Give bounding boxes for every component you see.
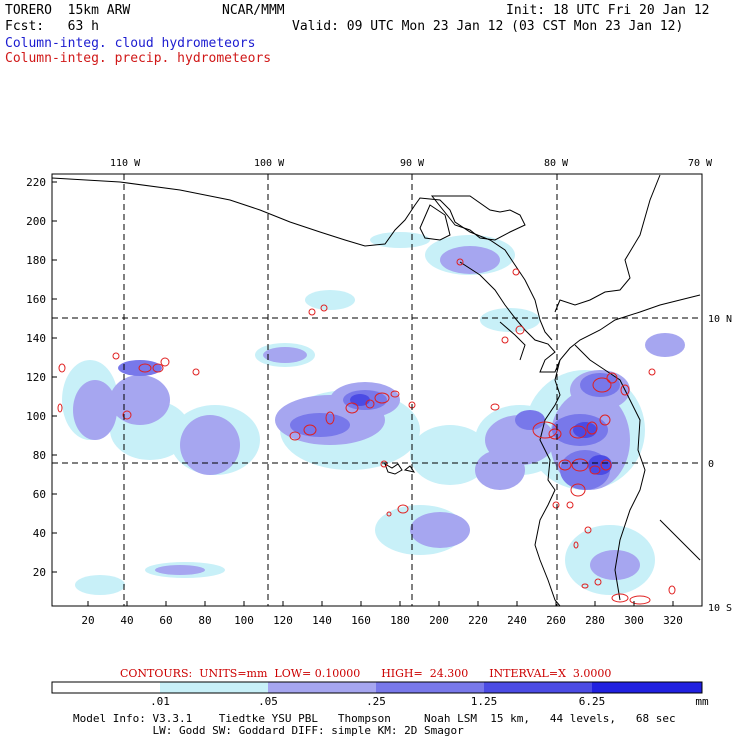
- y-tick-label: 120: [26, 371, 46, 384]
- y-tick-label: 100: [26, 410, 46, 423]
- x-tick-label: 200: [429, 614, 449, 627]
- colorbar-label: .05: [258, 695, 278, 708]
- x-tick-label: 240: [507, 614, 527, 627]
- x-tick-label: 320: [663, 614, 683, 627]
- lon-label-100w: 100 W: [254, 158, 285, 169]
- x-tick-label: 60: [159, 614, 172, 627]
- lat-label-0: 0: [708, 459, 714, 470]
- y-tick-label: 160: [26, 293, 46, 306]
- graticule: [52, 174, 702, 606]
- x-tick-label: 160: [351, 614, 371, 627]
- x-tick-label: 120: [273, 614, 293, 627]
- x-tick-label: 40: [120, 614, 133, 627]
- color-bar: [51, 681, 703, 694]
- init-time: Init: 18 UTC Fri 20 Jan 12: [506, 3, 710, 18]
- lon-label-70w: 70 W: [688, 158, 713, 169]
- x-tick-marks: [87, 601, 674, 606]
- y-tick-label: 40: [33, 527, 46, 540]
- x-tick-label: 140: [312, 614, 332, 627]
- model-title: TORERO 15km ARW: [5, 3, 131, 18]
- lon-label-110w: 110 W: [110, 158, 141, 169]
- y-tick-label: 20: [33, 566, 46, 579]
- lon-label-80w: 80 W: [544, 158, 569, 169]
- colorbar-unit: mm: [695, 695, 709, 708]
- x-tick-label: 100: [234, 614, 254, 627]
- colorbar-label: 6.25: [579, 695, 606, 708]
- y-tick-label: 180: [26, 254, 46, 267]
- y-tick-label: 80: [33, 449, 46, 462]
- valid-time: Valid: 09 UTC Mon 23 Jan 12 (03 CST Mon …: [292, 19, 684, 34]
- x-tick-label: 260: [546, 614, 566, 627]
- contour-info: CONTOURS: UNITS=mm LOW= 0.10000 HIGH= 24…: [120, 667, 612, 680]
- lat-label-10s: 10 S: [708, 603, 732, 614]
- x-tick-label: 300: [624, 614, 644, 627]
- x-tick-label: 280: [585, 614, 605, 627]
- model-info-line1: Model Info: V3.3.1 Tiedtke YSU PBL Thomp…: [73, 712, 676, 725]
- x-tick-label: 220: [468, 614, 488, 627]
- x-tick-label: 20: [81, 614, 94, 627]
- y-tick-label: 140: [26, 332, 46, 345]
- y-tick-label: 220: [26, 176, 46, 189]
- cloud-field-title: Column-integ. cloud hydrometeors: [5, 36, 256, 51]
- lat-label-10n: 10 N: [708, 314, 732, 325]
- forecast-hour: Fcst: 63 h: [5, 19, 99, 34]
- colorbar-label: 1.25: [471, 695, 498, 708]
- x-tick-label: 80: [198, 614, 211, 627]
- organization-label: NCAR/MMM: [222, 3, 285, 18]
- y-tick-label: 200: [26, 215, 46, 228]
- colorbar-label: .25: [366, 695, 386, 708]
- colorbar-label: .01: [150, 695, 170, 708]
- model-info-line2: LW: Godd SW: Goddard DIFF: simple KM: 2D…: [73, 724, 464, 737]
- lon-label-90w: 90 W: [400, 158, 425, 169]
- y-tick-label: 60: [33, 488, 46, 501]
- precip-field-title: Column-integ. precip. hydrometeors: [5, 51, 272, 66]
- precip-contours: [57, 258, 676, 605]
- x-tick-label: 180: [390, 614, 410, 627]
- y-tick-marks: [52, 181, 57, 573]
